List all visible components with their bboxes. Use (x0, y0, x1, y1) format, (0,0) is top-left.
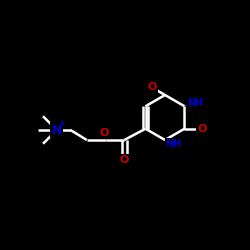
Text: +: + (58, 118, 65, 128)
Text: NH: NH (188, 98, 204, 108)
Text: O: O (100, 128, 109, 138)
Text: O: O (147, 82, 157, 92)
Text: O: O (197, 124, 207, 134)
Text: O: O (120, 155, 129, 165)
Text: N: N (52, 124, 62, 136)
Text: NH: NH (166, 139, 182, 149)
